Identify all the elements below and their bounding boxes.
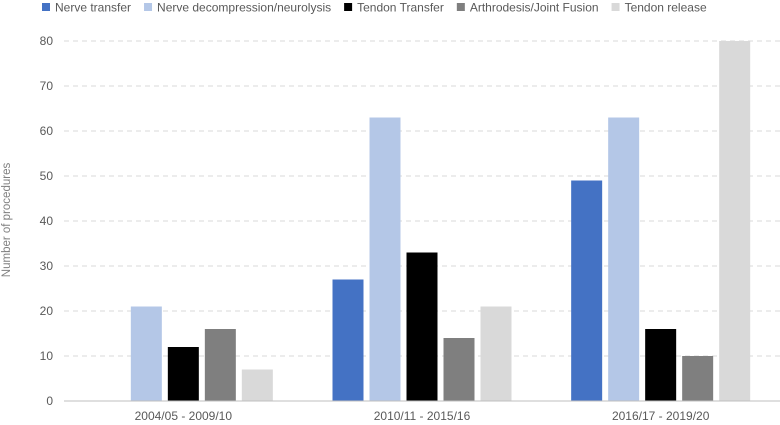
y-tick-label: 70: [40, 79, 54, 93]
legend-label: Tendon release: [625, 1, 707, 15]
bar-nerve-decompression-neurolysis-1: [130, 306, 162, 401]
bar-tendon-transfer-3: [645, 329, 677, 401]
gridlines: [64, 40, 780, 357]
legend: Nerve transfer Nerve decompression/neurol…: [42, 1, 707, 15]
axes: 0 10 20 30 40 50 60 70 80 2004/05 - 2009/10 2010/1…: [40, 34, 780, 423]
legend-label: Nerve transfer: [55, 1, 131, 15]
bar-arthrodesis-joint-fusion-1: [204, 329, 236, 401]
y-tick-label: 80: [40, 34, 54, 48]
y-tick-label: 60: [40, 124, 54, 138]
x-category-label: 2010/11 - 2015/16: [374, 409, 471, 423]
legend-label: Tendon Transfer: [357, 1, 444, 15]
bar-tendon-release-3: [719, 41, 751, 401]
legend-swatch: [42, 3, 50, 11]
y-tick-label: 0: [46, 394, 53, 408]
bar-tendon-release-2: [480, 306, 512, 401]
bar-nerve-decompression-neurolysis-2: [369, 117, 401, 401]
bars: [130, 41, 751, 401]
y-axis-title: Number of procedures: [1, 163, 13, 278]
y-tick-label: 50: [40, 169, 54, 183]
y-tick-label: 20: [40, 304, 54, 318]
legend-label: Nerve decompression/neurolysis: [157, 1, 331, 15]
bar-arthrodesis-joint-fusion-3: [682, 356, 714, 401]
bar-arthrodesis-joint-fusion-2: [443, 338, 475, 401]
bar-tendon-transfer-2: [406, 252, 438, 401]
legend-swatch: [144, 3, 153, 11]
legend-swatch: [611, 3, 620, 11]
bar-nerve-transfer-2: [332, 279, 364, 401]
x-category-label: 2016/17 - 2019/20: [612, 409, 710, 423]
x-category-label: 2004/05 - 2009/10: [135, 409, 233, 423]
legend-swatch: [456, 3, 465, 11]
bar-tendon-transfer-1: [167, 347, 199, 401]
y-tick-label: 40: [40, 214, 54, 228]
bar-nerve-transfer-3: [571, 180, 603, 401]
legend-swatch: [344, 3, 353, 11]
y-tick-label: 10: [40, 349, 54, 363]
bar-nerve-decompression-neurolysis-3: [608, 117, 640, 401]
bar-tendon-release-1: [241, 369, 273, 401]
y-tick-label: 30: [40, 259, 54, 273]
legend-label: Arthrodesis/Joint Fusion: [470, 1, 599, 15]
